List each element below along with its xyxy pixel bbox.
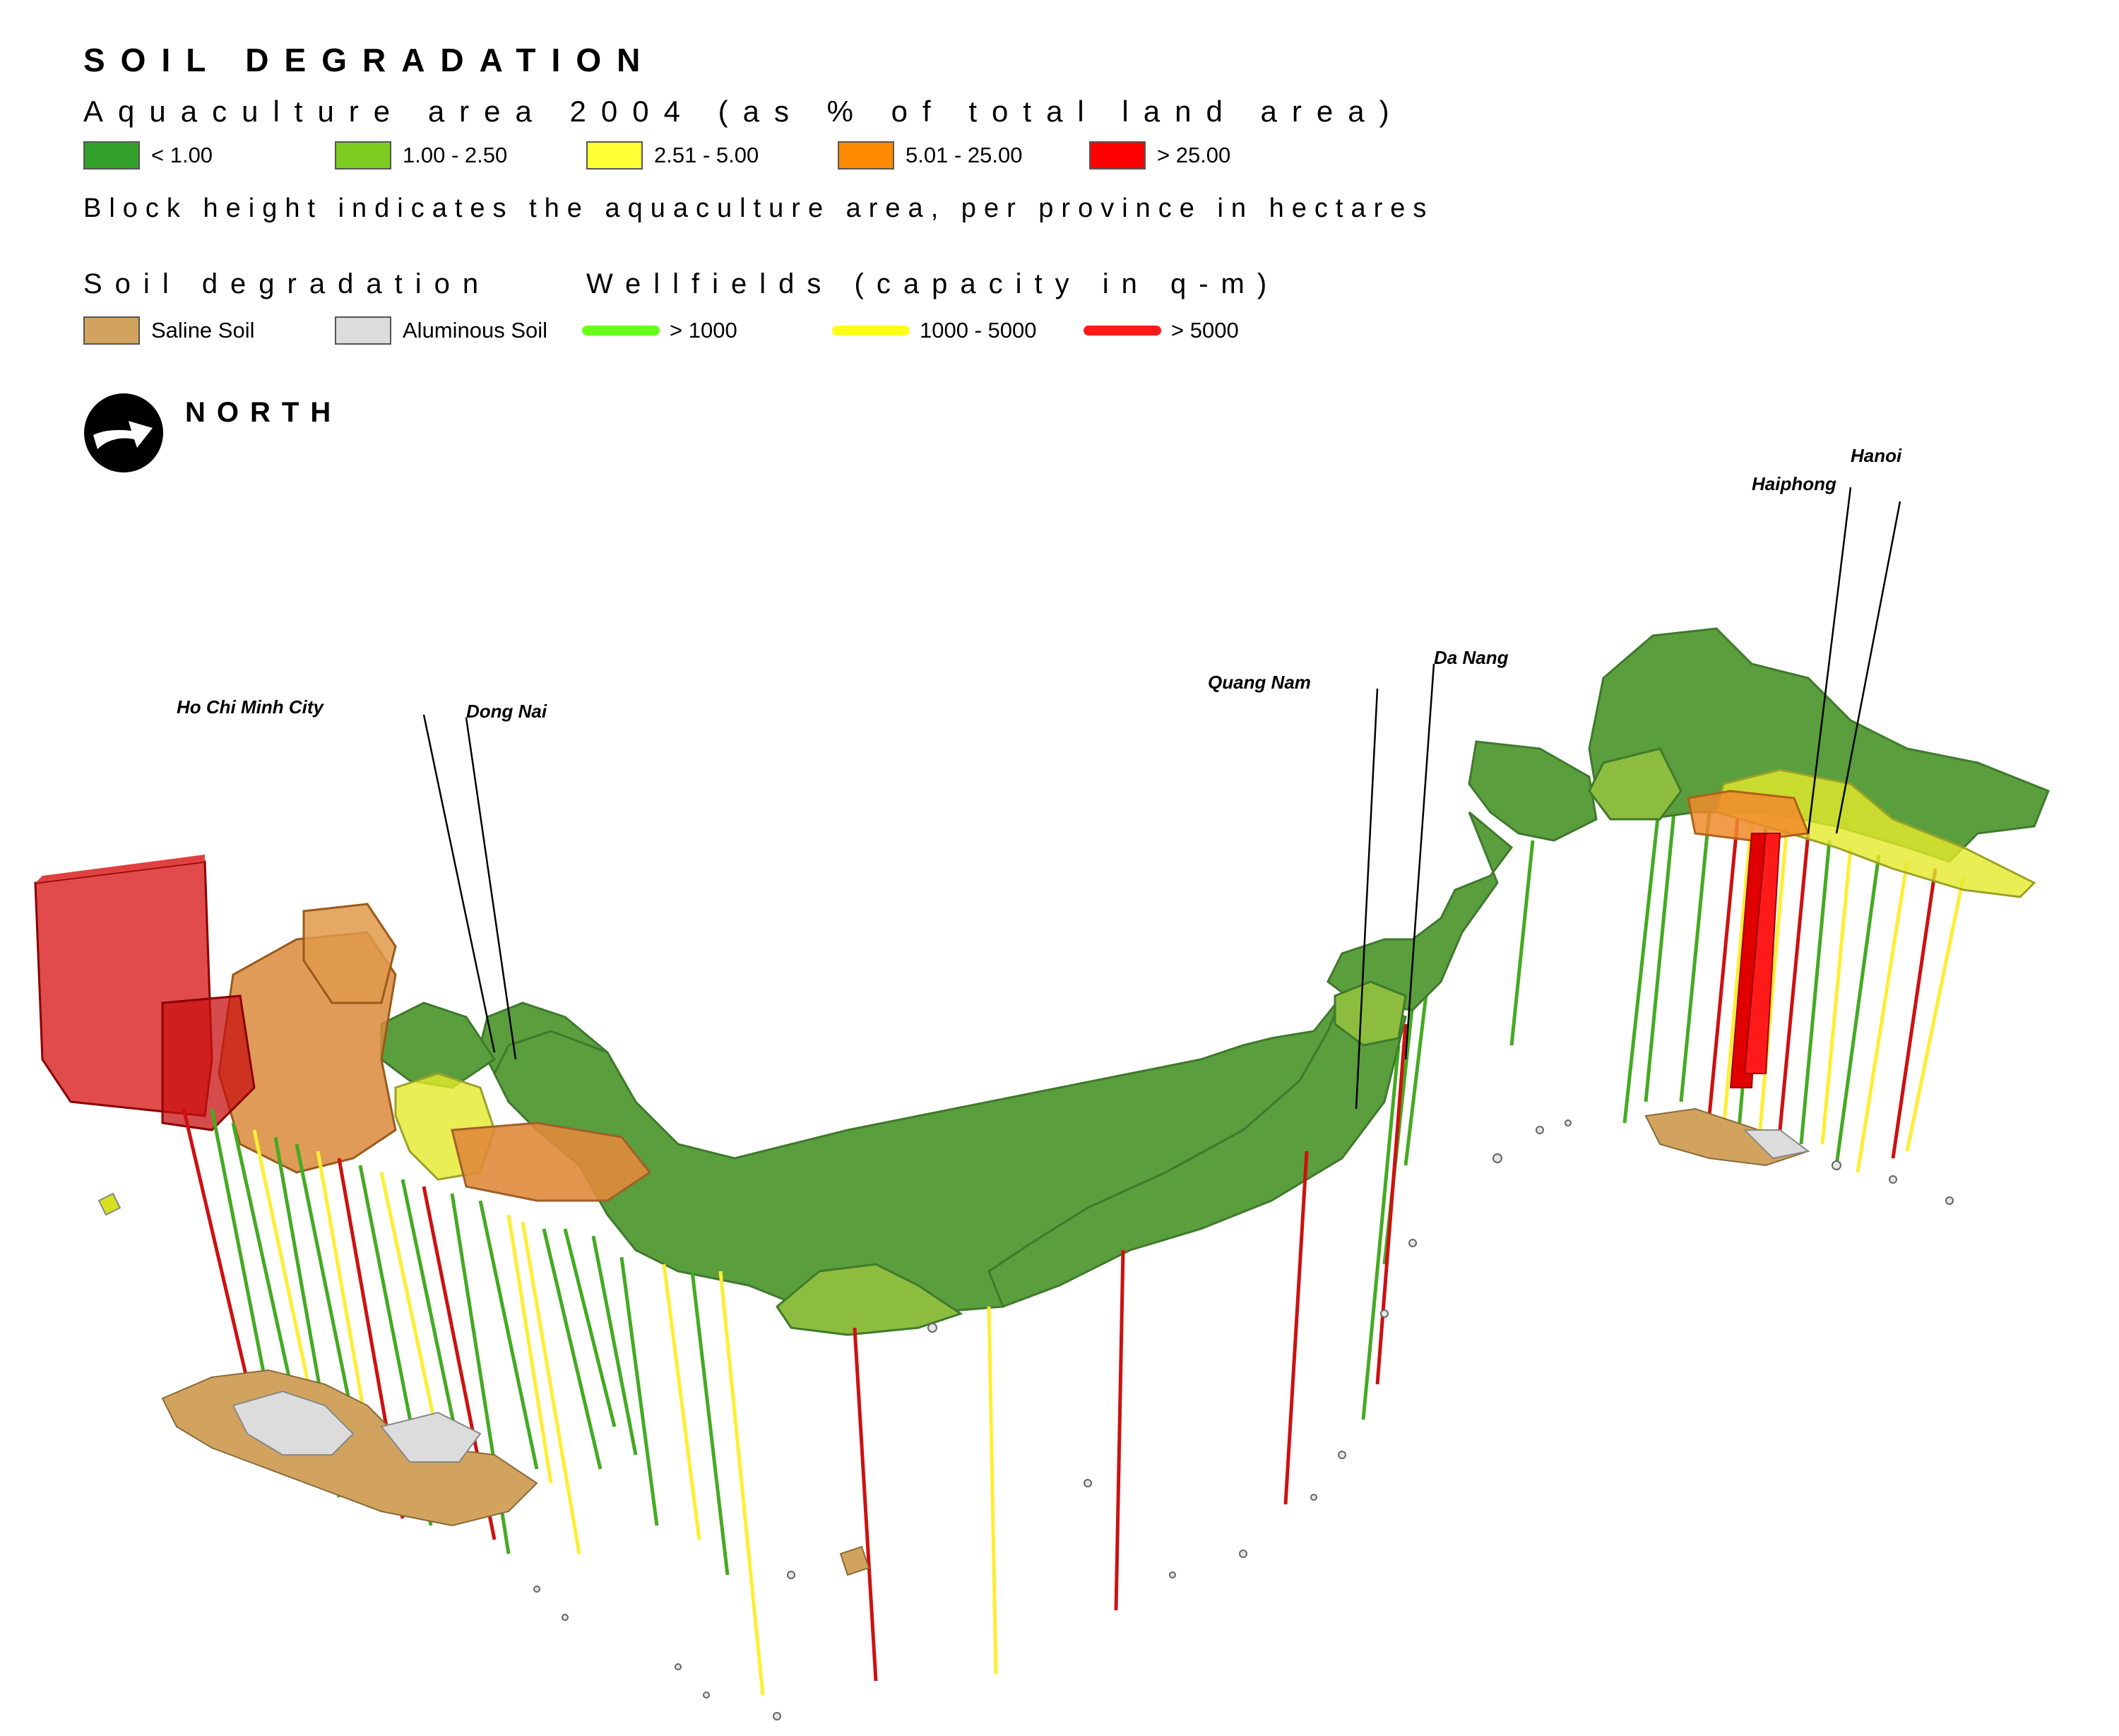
legend-item-aq-0: < 1.00 xyxy=(83,140,213,171)
north-arrow-icon xyxy=(84,393,163,472)
wellfield-lines-back xyxy=(1361,797,1966,1420)
light-green-provinces xyxy=(776,747,1682,1336)
legend-item-wellfield-low: > 1000 xyxy=(582,315,737,346)
label-quang-nam: Quang Nam xyxy=(1208,672,1311,693)
soil-degradation-areas xyxy=(161,1107,1810,1576)
map-title: SOIL DEGRADATION xyxy=(83,42,656,78)
legend-label: 1.00 - 2.50 xyxy=(403,143,508,167)
land-provinces xyxy=(380,627,2050,1329)
legend-swatch xyxy=(83,141,140,170)
wellfield-legend-title: Wellfields (capacity in q-m) xyxy=(586,268,1280,299)
legend-label: > 5000 xyxy=(1171,318,1239,343)
coastal-islands xyxy=(533,1119,1954,1720)
legend-label: > 25.00 xyxy=(1157,143,1231,167)
legend-swatch xyxy=(335,316,391,345)
label-haiphong: Haiphong xyxy=(1752,473,1836,494)
legend-swatch xyxy=(838,141,894,170)
legend-line-symbol xyxy=(832,326,910,335)
block-height-note: Block height indicates the aquaculture a… xyxy=(83,194,1435,223)
legend-item-saline-soil: Saline Soil xyxy=(83,315,254,346)
legend-item-aluminous-soil: Aluminous Soil xyxy=(335,315,547,346)
small-island-yellow xyxy=(97,1192,121,1216)
legend-swatch xyxy=(83,316,140,345)
legend-line-symbol xyxy=(582,326,660,335)
legend-item-wellfield-high: > 5000 xyxy=(1084,315,1239,346)
legend-label: 2.51 - 5.00 xyxy=(654,143,759,167)
label-hanoi: Hanoi xyxy=(1851,445,1902,466)
label-dong-nai: Dong Nai xyxy=(466,701,547,722)
label-da-nang: Da Nang xyxy=(1434,647,1509,668)
legend-swatch xyxy=(586,141,643,170)
legend-line-symbol xyxy=(1084,326,1161,335)
aquaculture-legend-title: Aquaculture area 2004 (as % of total lan… xyxy=(83,95,1404,128)
soil-legend-title: Soil degradation xyxy=(83,268,492,299)
north-label: NORTH xyxy=(185,397,343,428)
legend-label: < 1.00 xyxy=(151,143,213,167)
legend-label: 1000 - 5000 xyxy=(920,318,1037,343)
legend-label: 5.01 - 25.00 xyxy=(906,143,1023,167)
label-ho-chi-minh-city: Ho Chi Minh City xyxy=(177,696,325,718)
legend-swatch xyxy=(1089,141,1146,170)
legend-label: Aluminous Soil xyxy=(403,318,548,343)
legend-label: > 1000 xyxy=(670,318,737,343)
legend-item-aq-2: 2.51 - 5.00 xyxy=(586,140,759,171)
legend-label: Saline Soil xyxy=(151,318,255,343)
legend-item-aq-1: 1.00 - 2.50 xyxy=(335,140,507,171)
leader-lines xyxy=(422,487,1901,1110)
legend-item-wellfield-mid: 1000 - 5000 xyxy=(832,315,1036,346)
legend-swatch xyxy=(335,141,391,170)
legend-item-aq-3: 5.01 - 25.00 xyxy=(838,140,1022,171)
legend-item-aq-4: > 25.00 xyxy=(1089,140,1230,171)
